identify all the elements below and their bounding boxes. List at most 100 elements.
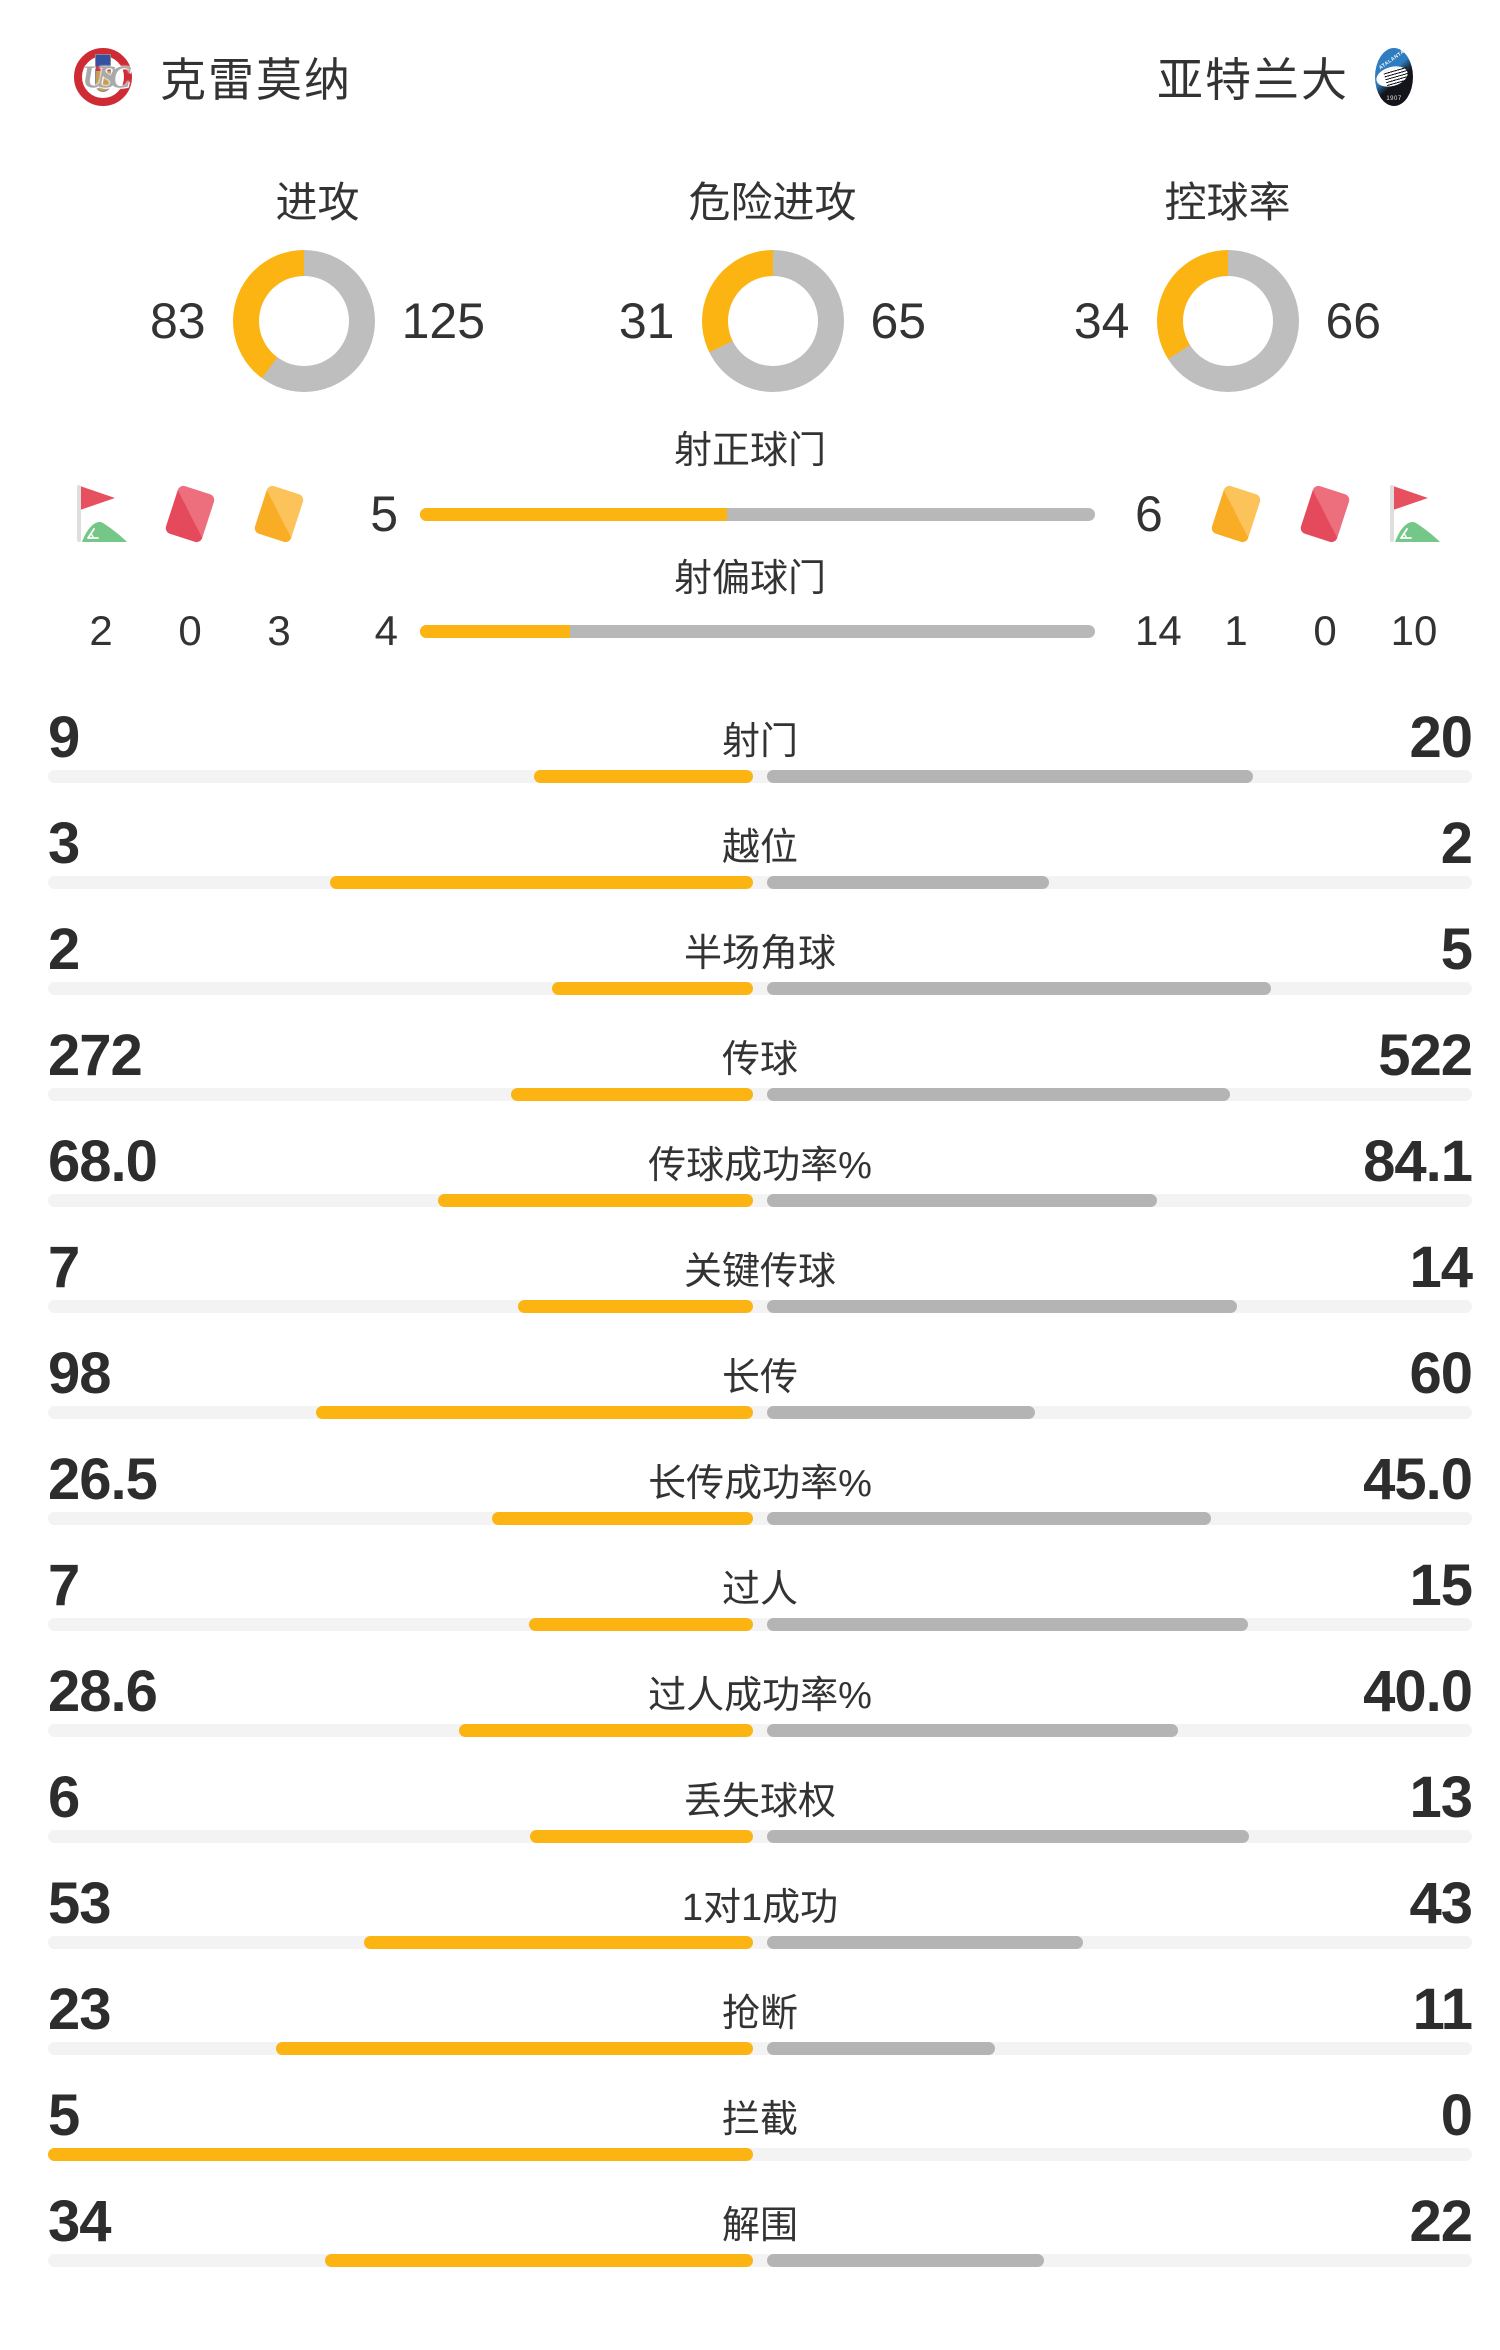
shots-on-target-row: 5 6 (0, 481, 1500, 547)
home-stat-value: 23 (48, 1976, 112, 2042)
stat-row-possession-lost: 6 丢失球权 13 (48, 1758, 1473, 1864)
stat-row-passes: 272 传球 522 (48, 1016, 1473, 1122)
stat-bar (48, 2254, 1472, 2267)
stat-label: 半场角球 (683, 932, 836, 975)
stat-row-long-balls: 98 长传 60 (48, 1334, 1473, 1440)
yellow-card-icon (248, 483, 310, 545)
away-discipline-icons (1205, 483, 1445, 545)
stat-row-tackles: 23 抢断 11 (48, 1970, 1473, 2076)
away-bar-fill (767, 1936, 1083, 1949)
corner-flag-icon (1383, 483, 1445, 545)
red-card-icon (1294, 483, 1356, 545)
home-corners-count: 2 (89, 607, 113, 654)
home-bar-fill (518, 1300, 753, 1313)
home-stat-value: 68.0 (48, 1128, 158, 1194)
stat-bar (48, 1724, 1472, 1737)
stat-label: 1对1成功 (681, 1886, 839, 1929)
away-red-cards-count: 0 (1313, 607, 1337, 654)
shots-on-target-title: 射正球门 (673, 430, 826, 472)
home-team-name: 克雷莫纳 (160, 54, 352, 106)
home-stat-value: 53 (48, 1870, 112, 1936)
stat-bar (48, 1406, 1472, 1419)
away-team-logo: ATALANTA 1907 (1375, 48, 1413, 106)
home-shots-off-target: 4 (374, 607, 398, 654)
possession-donut-chart (1156, 250, 1299, 392)
away-stat-value: 45.0 (1363, 1446, 1473, 1512)
stat-label: 过人 (721, 1568, 798, 1611)
away-bar-fill (767, 770, 1254, 783)
stat-row-shots: 9 射门 20 (48, 698, 1473, 804)
stat-label: 传球成功率% (648, 1144, 872, 1187)
away-yellow-cards-count: 1 (1224, 607, 1248, 654)
away-stat-value: 40.0 (1363, 1658, 1473, 1724)
donut-group-dangerous-attacks: 危险进攻 31 65 (545, 178, 1000, 392)
home-donut-value: 83 (149, 293, 206, 349)
home-bar-fill (325, 2254, 753, 2267)
home-donut-value: 34 (1073, 293, 1130, 349)
away-bar-fill (767, 2042, 996, 2055)
stat-bar (48, 982, 1472, 995)
stat-bar (48, 770, 1472, 783)
away-corners-count: 10 (1390, 607, 1438, 654)
away-stat-value: 43 (1409, 1870, 1473, 1936)
away-bar-fill (767, 1300, 1238, 1313)
corner-flag-icon (70, 483, 132, 545)
away-crest-year: 1907 (1386, 96, 1402, 102)
yellow-card-icon (1205, 483, 1267, 545)
away-stat-value: 20 (1409, 704, 1473, 770)
away-donut-value: 65 (870, 293, 927, 349)
donut-title: 控球率 (1164, 179, 1291, 226)
stat-label: 越位 (721, 826, 798, 869)
shots-on-target-bar (420, 507, 1095, 521)
home-bar-fill (530, 1830, 753, 1843)
red-card-icon (159, 483, 221, 545)
away-stat-value: 60 (1409, 1340, 1473, 1406)
home-bar-fill (511, 1088, 753, 1101)
stat-bar (48, 1830, 1472, 1843)
home-stat-value: 26.5 (48, 1446, 158, 1512)
home-stat-value: 5 (48, 2082, 80, 2148)
stat-label: 解围 (721, 2204, 798, 2247)
stat-label: 传球 (721, 1038, 798, 1081)
away-shots-off-target: 14 (1135, 607, 1182, 654)
home-bar-fill (48, 2148, 753, 2161)
stat-bar (48, 2042, 1472, 2055)
shots-off-target-row: 2 0 3 4 14 1 0 10 (0, 603, 1500, 659)
stat-label: 关键传球 (683, 1250, 836, 1293)
away-bar-fill (767, 1406, 1035, 1419)
match-header: USC 克雷莫纳 亚特兰大 ATALANTA 1907 (0, 0, 1500, 108)
away-stat-value: 84.1 (1363, 1128, 1473, 1194)
home-team: USC 克雷莫纳 (72, 44, 352, 110)
stat-bar (48, 876, 1472, 889)
away-stat-value: 11 (1412, 1976, 1473, 2042)
home-red-cards-count: 0 (178, 607, 202, 654)
home-bar-fill (276, 2042, 753, 2055)
home-stat-value: 272 (48, 1022, 143, 1088)
stat-bar (48, 1618, 1472, 1631)
away-stat-value: 14 (1409, 1234, 1473, 1300)
home-yellow-cards-count: 3 (267, 607, 291, 654)
home-stat-value: 28.6 (48, 1658, 158, 1724)
stat-label: 抢断 (721, 1992, 798, 2035)
attacks-donut-chart (232, 250, 375, 392)
stat-label: 丢失球权 (683, 1780, 836, 1823)
stat-row-key-passes: 7 关键传球 14 (48, 1228, 1473, 1334)
away-team: 亚特兰大 ATALANTA 1907 (1157, 44, 1413, 110)
home-stat-value: 2 (48, 916, 80, 982)
stat-bar (48, 2148, 1472, 2161)
shots-off-target-title: 射偏球门 (673, 558, 826, 600)
stat-bar (48, 1088, 1472, 1101)
away-stat-value: 5 (1440, 916, 1473, 982)
home-bar-fill (420, 507, 727, 521)
home-bar-fill (437, 1194, 753, 1207)
home-crest-letters: USC (82, 58, 130, 95)
stat-label: 长传成功率% (648, 1462, 872, 1505)
stat-label: 射门 (721, 720, 798, 763)
donut-title: 危险进攻 (688, 179, 857, 226)
away-team-name: 亚特兰大 (1157, 54, 1349, 106)
home-stat-value: 9 (48, 704, 80, 770)
home-stat-value: 3 (48, 810, 80, 876)
home-team-logo: USC (72, 46, 134, 108)
stat-bar (48, 1300, 1472, 1313)
stats-list: 9 射门 20 3 越位 2 2 半场角球 5 272 传球 522 68.0 (0, 698, 1500, 2288)
